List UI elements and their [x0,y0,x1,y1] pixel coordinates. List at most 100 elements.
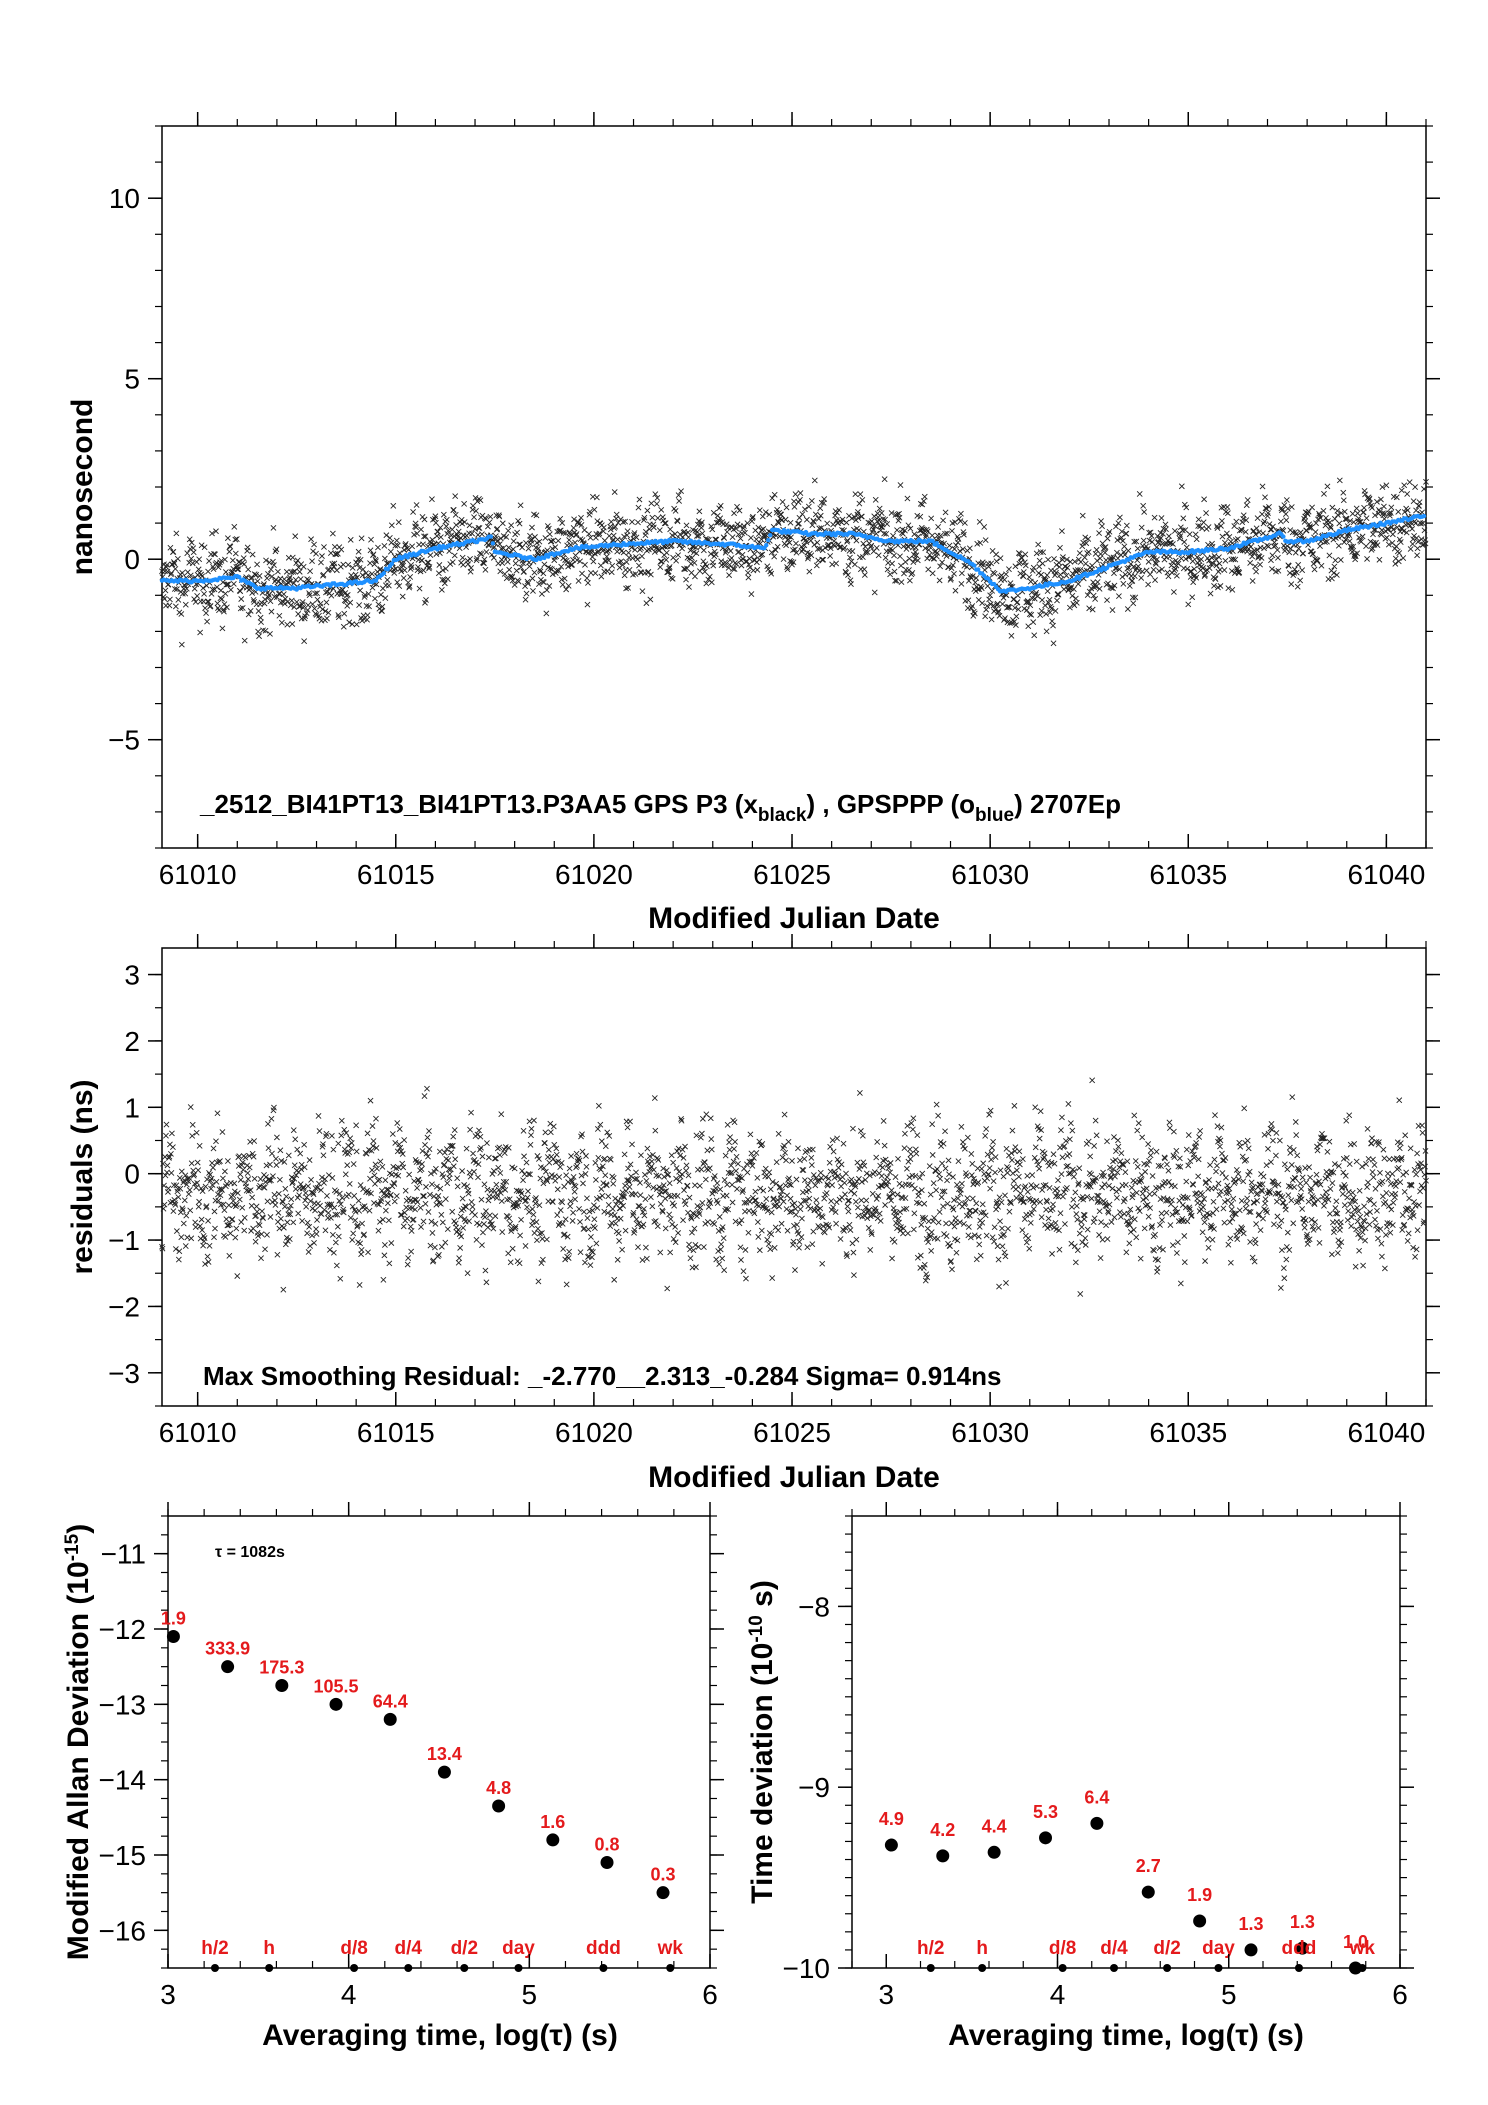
residual-point [537,1175,544,1182]
gps-p3-point [1050,640,1057,647]
gps-p3-point [268,608,275,615]
gps-p3-point [401,567,408,574]
residual-point [913,1150,920,1157]
residual-point [457,1244,464,1251]
residual-point [211,1234,217,1241]
gps-p3-point [1111,570,1117,577]
residual-point [747,1131,754,1138]
residual-point [485,1197,492,1204]
gps-p3-point [427,552,434,559]
gps-p3-point [362,591,368,598]
residual-point [760,1187,767,1194]
gps-p3-point [896,514,903,521]
gps-p3-point [366,603,372,610]
gps-p3-point [506,566,513,573]
gps-p3-point [296,568,303,575]
residual-point [808,1154,815,1161]
residual-point [285,1152,292,1159]
residual-point [445,1157,452,1164]
residual-point [393,1193,400,1199]
gps-p3-point [437,534,444,541]
gps-p3-point [237,588,244,595]
gps-p3-point [914,557,921,564]
residual-point [357,1240,364,1247]
gps-p3-point [634,556,641,563]
gps-p3-point [1098,518,1104,524]
residual-point [579,1148,586,1155]
gps-p3-point [213,528,219,535]
residual-point [334,1223,341,1230]
gps-p3-point [1253,568,1260,575]
gps-p3-point [629,555,636,562]
gps-p3-point [707,550,714,557]
gps-p3-point [1106,528,1113,535]
gps-p3-point [548,538,555,545]
gps-p3-point [565,582,572,589]
gps-p3-point [969,603,976,609]
gps-p3-point [845,563,852,569]
gps-p3-point [413,524,420,531]
gps-p3-point [424,559,431,566]
residual-point [438,1211,445,1218]
gps-p3-point [1093,583,1100,590]
gpsppp-point [1281,534,1286,539]
residual-point [963,1173,970,1180]
gps-p3-point [342,598,349,605]
gps-p3-point [1409,525,1416,532]
gps-p3-point [253,571,260,578]
gps-p3-point [1238,527,1245,534]
gps-p3-point [432,519,439,526]
gps-p3-point [649,514,656,521]
gps-p3-point [240,555,247,562]
gps-p3-point [450,507,457,513]
gps-p3-point [208,590,215,597]
gps-p3-point [396,583,403,589]
gps-p3-point [550,537,557,544]
gps-p3-point [196,556,203,563]
gps-p3-point [179,570,186,576]
gps-p3-point [736,507,743,514]
gps-p3-point [1049,618,1055,625]
gps-p3-point [1327,525,1334,531]
residual-point [577,1218,583,1225]
gps-p3-point [537,568,544,575]
gps-p3-point [426,564,433,570]
gps-p3-point [203,610,210,617]
gps-p3-point [593,494,600,501]
gps-p3-point [791,503,798,510]
gps-p3-point [957,510,964,517]
gps-p3-point [1370,531,1376,538]
gps-p3-point [1194,554,1201,561]
residual-point [275,1190,282,1197]
gps-p3-point [1033,589,1040,596]
gps-p3-point [341,610,348,617]
gps-p3-point [796,520,802,527]
residual-point [401,1137,408,1143]
gps-p3-point [222,569,229,575]
residual-point [771,1244,778,1251]
gps-p3-point [1262,505,1269,512]
gps-p3-point [1257,561,1263,568]
gps-p3-point [1206,565,1213,572]
residual-point [670,1159,677,1166]
gps-p3-point [1003,571,1009,578]
residual-point [450,1133,457,1140]
residual-point [783,1157,789,1164]
residual-point [808,1162,815,1168]
residual-point [914,1132,921,1139]
gps-p3-point [1135,563,1142,570]
residual-point [528,1125,535,1132]
residual-point [975,1233,982,1240]
gps-p3-point [258,619,264,626]
gps-p3-point [790,559,797,566]
gps-p3-point [685,529,691,536]
residual-point [598,1138,605,1145]
gps-p3-point [405,579,412,586]
residual-point [201,1235,208,1241]
gps-p3-point [893,577,900,584]
gps-p3-point [909,570,916,576]
residual-point [554,1186,561,1193]
gps-p3-point [709,526,716,533]
gps-p3-point [796,514,803,521]
residual-point [612,1220,619,1227]
